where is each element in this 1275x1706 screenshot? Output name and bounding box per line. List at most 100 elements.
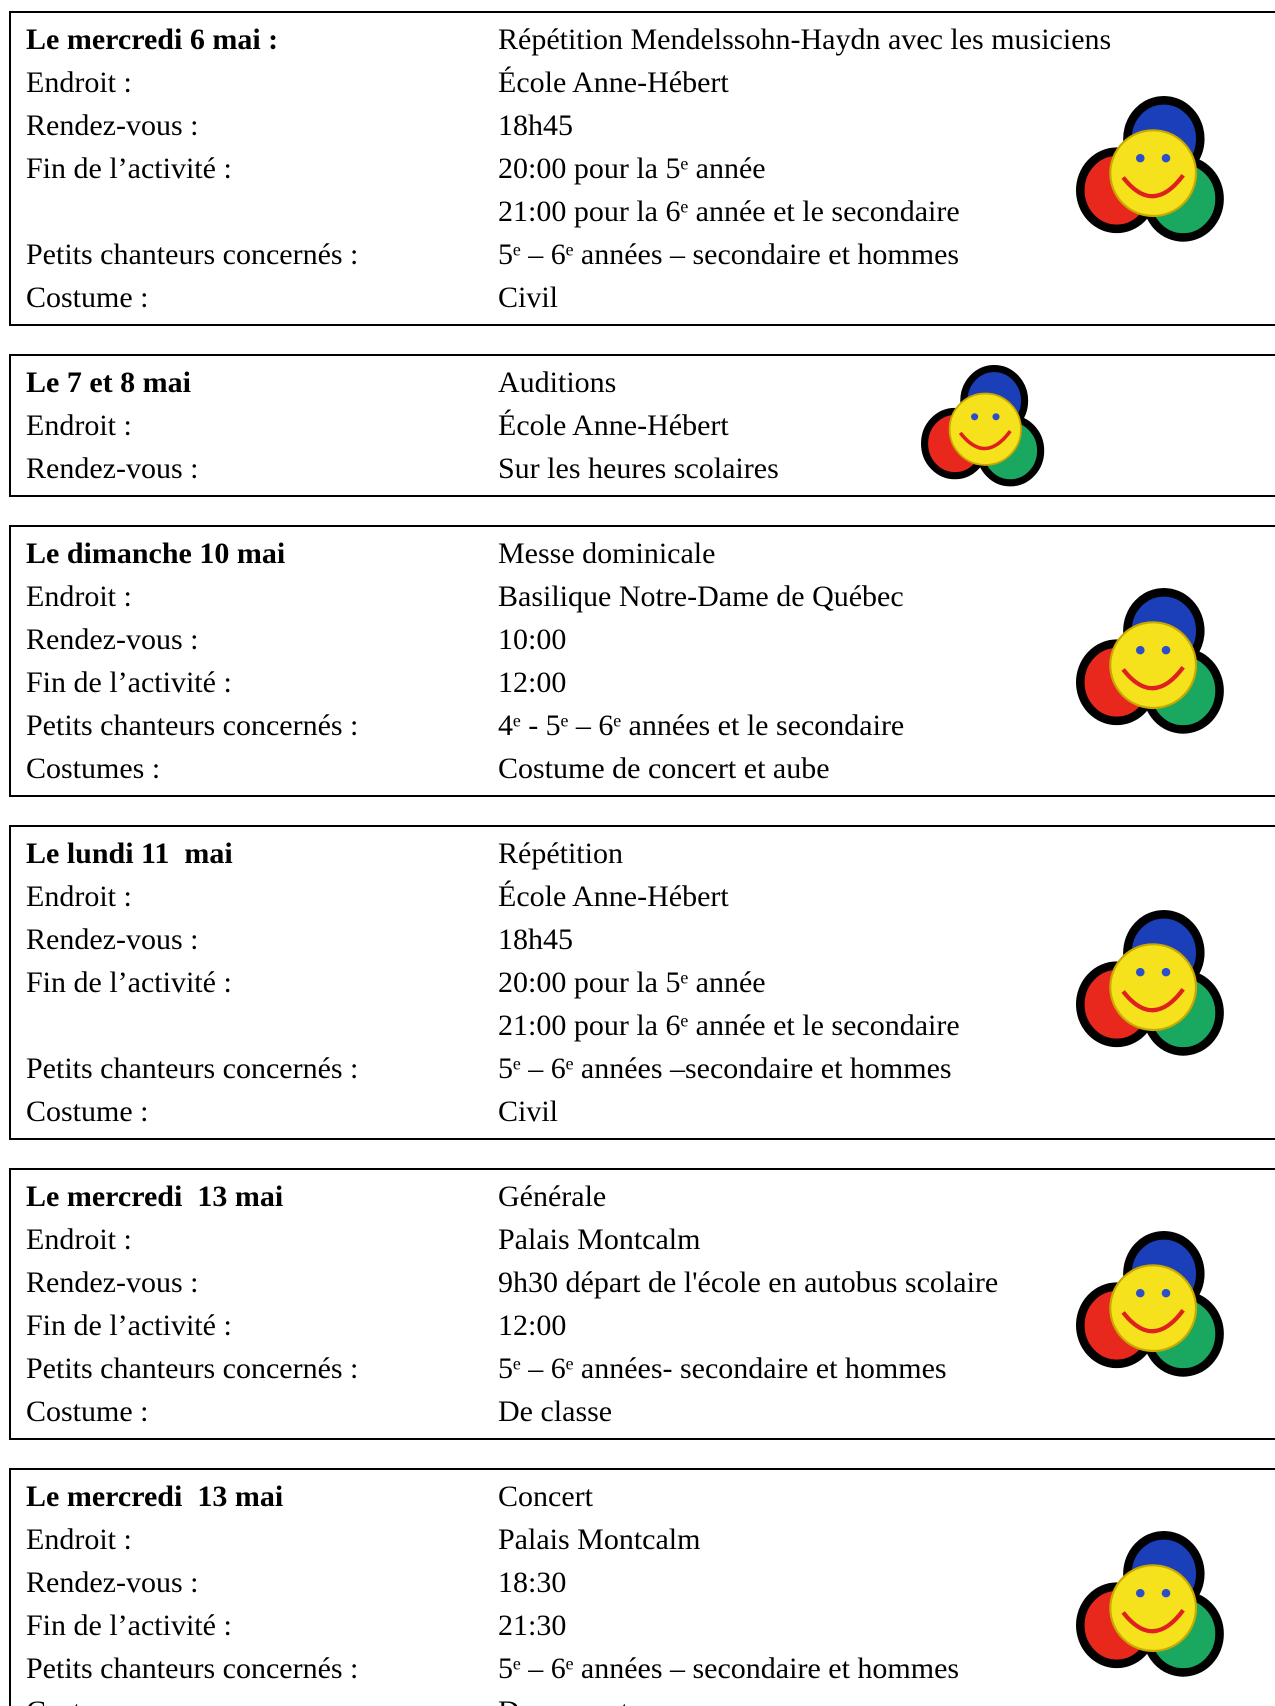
smiley-part <box>1161 1588 1171 1598</box>
smiley-part <box>1121 1309 1185 1334</box>
field-value: 18h45 <box>498 109 573 142</box>
event-row: Le 7 et 8 mai Auditions <box>26 361 1275 404</box>
event-row: Petits chanteurs concernés : 5ᵉ – 6ᵉ anné… <box>26 1047 1275 1090</box>
field-label: Costume : <box>26 1395 149 1428</box>
smiley-part <box>1136 645 1145 655</box>
field-value: 5ᵉ – 6ᵉ années- secondaire et hommes <box>498 1352 947 1385</box>
field-value: 18:30 <box>498 1566 567 1599</box>
smiley-part <box>1121 173 1185 198</box>
field-value: Sur les heures scolaires <box>498 452 779 485</box>
smiley-part <box>1109 942 1198 1031</box>
smiley-part <box>1136 967 1145 976</box>
field-label: Fin de l’activité : <box>26 152 232 185</box>
event-box: Le 7 et 8 mai Auditions Endroit : École Ann… <box>9 354 1275 497</box>
smiley-part <box>1109 621 1198 710</box>
event-row: Rendez-vous : 9h30 départ de l'école en a… <box>26 1261 1275 1304</box>
field-value: Costume de concert et aube <box>498 752 830 785</box>
field-value: 12:00 <box>498 1309 567 1342</box>
smiley-part <box>1136 1288 1145 1298</box>
field-value: École Anne-Hébert <box>498 409 729 442</box>
event-row: Costumes : Costume de concert et aube <box>26 747 1275 790</box>
event-box: Le mercredi 6 mai : Répétition Mendelssoh… <box>9 11 1275 326</box>
field-label: Fin de l’activité : <box>26 966 232 999</box>
field-label: Petits chanteurs concernés : <box>26 709 359 742</box>
event-row: Fin de l’activité : 21:30 <box>26 1604 1275 1647</box>
event-row: Le lundi 11 mai Répétition <box>26 832 1275 875</box>
event-row: Endroit : École Anne-Hébert <box>26 404 1275 447</box>
event-date: Le mercredi 13 mai <box>26 1180 284 1213</box>
event-box: Le mercredi 13 mai Générale Endroit : Palai… <box>9 1168 1275 1440</box>
event-title: Messe dominicale <box>498 537 716 570</box>
field-value: 21:00 pour la 6ᵉ année et le secondaire <box>498 1009 960 1042</box>
smiley-part <box>1161 1288 1171 1298</box>
event-row: Le mercredi 13 mai Générale <box>26 1175 1275 1218</box>
smiley-part <box>958 430 1012 451</box>
event-title: Concert <box>498 1480 593 1513</box>
event-row: Petits chanteurs concernés : 5ᵉ – 6ᵉ anné… <box>26 1647 1275 1690</box>
field-label: Fin de l’activité : <box>26 666 232 699</box>
smiley-part <box>1161 967 1171 976</box>
field-label: Costume : <box>26 281 149 314</box>
smiley-icon <box>1076 588 1224 734</box>
event-row: Fin de l’activité : 12:00 <box>26 1304 1275 1347</box>
field-label: Fin de l’activité : <box>26 1609 232 1642</box>
field-value: 5ᵉ – 6ᵉ années – secondaire et hommes <box>498 238 960 271</box>
event-row: 21:00 pour la 6ᵉ année et le secondaire <box>26 190 1275 233</box>
event-date: Le mercredi 13 mai <box>26 1480 284 1513</box>
field-label: Costume : <box>26 1690 149 1706</box>
event-row: Rendez-vous : Sur les heures scolaires <box>26 447 1275 490</box>
field-value: 21:30 <box>498 1609 567 1642</box>
field-label: Rendez-vous : <box>26 452 199 485</box>
event-row: Endroit : École Anne-Hébert <box>26 61 1275 104</box>
field-value: École Anne-Hébert <box>498 66 729 99</box>
field-label: Endroit : <box>26 880 132 913</box>
event-date: Le lundi 11 mai <box>26 837 233 870</box>
event-box: Le lundi 11 mai Répétition Endroit : École … <box>9 825 1275 1140</box>
field-label: Petits chanteurs concernés : <box>26 238 359 271</box>
smiley-part <box>971 413 979 421</box>
smiley-part <box>1136 153 1145 162</box>
event-box: Le mercredi 13 mai Concert Endroit : Palais… <box>9 1468 1275 1706</box>
event-row: Costume : Civil <box>26 1090 1275 1133</box>
field-value: École Anne-Hébert <box>498 880 729 913</box>
event-row: 21:00 pour la 6ᵉ année et le secondaire <box>26 1004 1275 1047</box>
smiley-part <box>1136 1588 1145 1598</box>
event-row: Le mercredi 6 mai : Répétition Mendelssoh… <box>26 18 1275 61</box>
field-label: Fin de l’activité : <box>26 1309 232 1342</box>
smiley-icon <box>1076 1531 1224 1677</box>
event-row: Rendez-vous : 18h45 <box>26 104 1275 147</box>
field-value: Basilique Notre-Dame de Québec <box>498 580 904 613</box>
event-row: Endroit : Palais Montcalm <box>26 1218 1275 1261</box>
field-value: Civil <box>498 281 559 314</box>
smiley-part <box>1121 666 1185 691</box>
event-row: Fin de l’activité : 20:00 pour la 5ᵉ anné… <box>26 961 1275 1004</box>
smiley-icon <box>1076 95 1224 242</box>
field-label: Endroit : <box>26 580 132 613</box>
field-value: 18h45 <box>498 923 573 956</box>
field-label: Costume : <box>26 1095 149 1128</box>
field-value: 4ᵉ - 5ᵉ – 6ᵉ années et le secondaire <box>498 709 905 742</box>
field-label: Petits chanteurs concernés : <box>26 1652 359 1685</box>
field-value: De classe <box>498 1395 613 1428</box>
field-label: Costumes : <box>26 752 161 785</box>
field-value: 21:00 pour la 6ᵉ année et le secondaire <box>498 195 960 228</box>
event-title: Auditions <box>498 366 617 399</box>
field-label: Rendez-vous : <box>26 623 199 656</box>
smiley-part <box>1109 1264 1198 1353</box>
event-row: Le dimanche 10 mai Messe dominicale <box>26 532 1275 575</box>
field-label: Petits chanteurs concernés : <box>26 1052 359 1085</box>
field-label: Petits chanteurs concernés : <box>26 1352 359 1385</box>
field-label: Rendez-vous : <box>26 109 199 142</box>
field-label: Endroit : <box>26 1223 132 1256</box>
field-label: Rendez-vous : <box>26 923 199 956</box>
event-row: Endroit : Palais Montcalm <box>26 1518 1275 1561</box>
event-date: Le mercredi 6 mai : <box>26 23 279 56</box>
event-row: Fin de l’activité : 12:00 <box>26 661 1275 704</box>
field-label: Rendez-vous : <box>26 1266 199 1299</box>
field-value: 20:00 pour la 5ᵉ année <box>498 966 766 999</box>
field-value: Civil <box>498 1095 559 1128</box>
event-title: Répétition Mendelssohn-Haydn avec les mu… <box>498 23 1112 56</box>
event-row: Le mercredi 13 mai Concert <box>26 1475 1275 1518</box>
field-value: Palais Montcalm <box>498 1223 701 1256</box>
